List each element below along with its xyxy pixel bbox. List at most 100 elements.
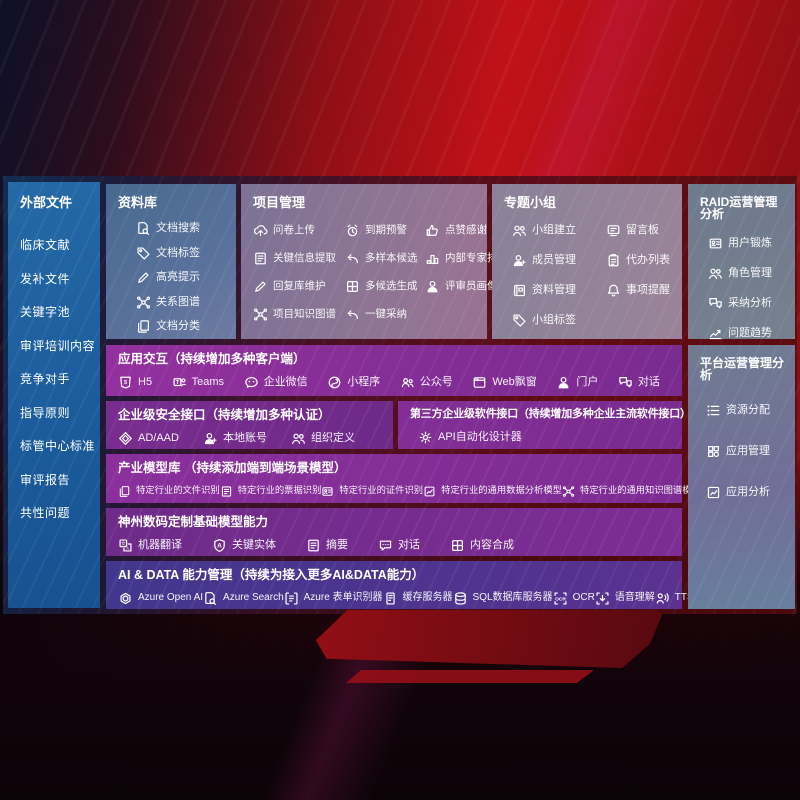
feature-item[interactable]: 角色管理 xyxy=(708,266,785,281)
sidebar-item[interactable]: 审评培训内容 xyxy=(20,338,96,353)
sidebar-item[interactable]: 审评报告 xyxy=(20,472,71,487)
feature-item[interactable]: 小组建立 xyxy=(512,223,604,238)
feature-item[interactable]: 摘要 xyxy=(306,538,348,553)
external-files-list: 临床文献发补文件关键字池审评培训内容 竞争对手指导原则标管中心标准 审评报告共性问题 xyxy=(20,239,100,519)
external-files-panel: 外部文件 临床文献 发补文件 关键字池 审评培训内容 竞争对手 指导原则 标管中心标准 审评报… xyxy=(8,182,100,608)
sidebar-item[interactable]: 标管中心标准 xyxy=(20,439,96,453)
feature-item[interactable]: 对话 xyxy=(618,375,660,390)
feature-item[interactable]: 特定行业的文件识别 xyxy=(118,485,220,498)
feature-item[interactable]: 文档分类 xyxy=(136,319,226,334)
feature-item[interactable]: API自动化设计器 xyxy=(418,430,522,445)
feature-item[interactable]: 企业微信 xyxy=(244,375,308,390)
feature-item[interactable]: Azure Open AI xyxy=(118,591,203,606)
feature-item[interactable]: 缓存服务器 xyxy=(383,591,453,606)
feature-item[interactable]: 对话 xyxy=(378,538,420,553)
feature-item[interactable]: 文档搜索 xyxy=(136,221,226,236)
topic-group-title: 专题小组 xyxy=(504,195,557,210)
feature-item[interactable]: 留言板 xyxy=(606,223,672,238)
speech-icon xyxy=(595,591,610,606)
feature-item[interactable]: OCR OCR xyxy=(553,591,595,606)
feature-item[interactable]: Web飘窗 xyxy=(472,375,537,390)
feature-item[interactable]: 一键采纳 xyxy=(345,307,423,322)
feature-item[interactable]: 资源分配 xyxy=(706,403,787,418)
feature-item[interactable]: 问题趋势 xyxy=(708,326,785,341)
reply-icon xyxy=(345,307,360,322)
reply-icon xyxy=(345,251,360,266)
feature-item[interactable]: 特定行业的票据识别 xyxy=(220,485,321,498)
feature-item[interactable]: 特定行业的证件识别 xyxy=(321,485,423,498)
feature-item[interactable]: 代办列表 xyxy=(606,253,672,268)
feature-item[interactable]: 语音理解 xyxy=(595,591,655,606)
sidebar-item[interactable]: 发补文件 xyxy=(20,271,71,286)
feature-item[interactable]: T Teams xyxy=(172,375,224,390)
feature-item[interactable]: 高亮提示 xyxy=(136,270,226,285)
feature-item[interactable]: 门户 xyxy=(556,375,598,390)
sidebar-item[interactable]: 指导原则 xyxy=(20,405,71,420)
feature-item[interactable]: AD/AAD xyxy=(118,431,179,446)
shield-a-icon: A xyxy=(212,538,227,553)
sidebar-item[interactable]: 共性问题 xyxy=(20,506,71,520)
feature-item[interactable]: 小程序 xyxy=(327,375,380,390)
feature-item[interactable]: SQL数据库服务器 xyxy=(453,591,553,606)
feature-item[interactable]: 到期预警 xyxy=(345,223,423,238)
feature-item[interactable]: 采纳分析 xyxy=(708,296,785,311)
feature-item[interactable]: 回复库维护 xyxy=(253,279,343,294)
feature-item[interactable]: 5 H5 xyxy=(118,375,152,390)
feature-item[interactable]: 本地账号 xyxy=(203,431,267,446)
feature-label: Web飘窗 xyxy=(492,375,537,388)
people-icon xyxy=(512,223,527,238)
puzzle-icon xyxy=(345,279,360,294)
feature-item[interactable]: 评审员画像 xyxy=(425,279,508,294)
feature-item[interactable]: 多样本候选 xyxy=(345,251,423,266)
feature-item[interactable]: TTS xyxy=(655,591,694,606)
feature-item[interactable]: 关键信息提取 xyxy=(253,251,343,266)
feature-label: 对话 xyxy=(398,538,420,551)
feature-item[interactable]: 项目知识图谱 xyxy=(253,307,343,322)
feature-item[interactable]: 组织定义 xyxy=(291,431,355,446)
book-icon xyxy=(512,283,527,298)
feature-item[interactable]: 文 A 机器翻译 xyxy=(118,538,182,553)
feature-item[interactable]: 应用分析 xyxy=(706,485,787,500)
list-icon xyxy=(706,403,721,418)
feature-item[interactable]: 多候选生成 xyxy=(345,279,423,294)
feature-label: 高亮提示 xyxy=(156,271,200,283)
tag-icon xyxy=(136,246,151,261)
app-interaction-title: 应用交互（持续增加多种客户端） xyxy=(118,352,306,366)
feature-item[interactable]: 点赞感谢 xyxy=(425,223,508,238)
people-icon xyxy=(291,431,306,446)
decor-wedge-strip xyxy=(346,670,594,683)
feature-item[interactable]: 小组标签 xyxy=(512,313,604,328)
feature-item[interactable]: 用户锻炼 xyxy=(708,236,785,251)
sidebar-item[interactable]: 竞争对手 xyxy=(20,372,71,386)
alarm-icon xyxy=(345,223,360,238)
library-items: 文档搜索文档标签高亮提示关系图谱文档分类 xyxy=(136,221,226,334)
person-plus-icon xyxy=(512,253,527,268)
feature-item[interactable]: A 关键实体 xyxy=(212,538,276,553)
feature-label: 特定行业的文件识别 xyxy=(136,485,220,496)
feature-item[interactable]: 关系图谱 xyxy=(136,295,226,310)
person-icon xyxy=(556,375,571,390)
feature-item[interactable]: 事项提醒 xyxy=(606,283,672,298)
feature-item[interactable]: 特定行业的通用知识图谱模型 xyxy=(562,485,701,498)
feature-item[interactable]: 公众号 xyxy=(400,375,453,390)
sidebar-item[interactable]: 临床文献 xyxy=(20,238,71,252)
feature-item[interactable]: 文档标签 xyxy=(136,246,226,261)
feature-label: 内容合成 xyxy=(470,538,514,551)
platform-analysis-title: 平台运营管理分析 xyxy=(700,356,785,382)
feature-item[interactable]: 特定行业的通用数据分析模型 xyxy=(423,485,562,498)
feature-item[interactable]: Azure 表单识别器 xyxy=(284,591,383,606)
feature-item[interactable]: 应用管理 xyxy=(706,444,787,459)
feature-label: 门户 xyxy=(576,375,599,388)
feature-item[interactable]: 成员管理 xyxy=(512,253,604,268)
feature-label: 特定行业的通用数据分析模型 xyxy=(441,485,562,496)
feature-label: 问卷上传 xyxy=(273,224,315,237)
feature-item[interactable]: 问卷上传 xyxy=(253,223,343,238)
feature-item[interactable]: 内容合成 xyxy=(450,538,514,553)
feature-item[interactable]: 内部专家排名 xyxy=(425,251,508,266)
industry-model-items: 特定行业的文件识别 特定行业的票据识别 特定行业的证件识别 特定行业的通用数据分析模型… xyxy=(118,485,701,498)
sidebar-item[interactable]: 关键字池 xyxy=(20,305,71,319)
feature-label: 应用管理 xyxy=(726,445,770,457)
feature-item[interactable]: 资料管理 xyxy=(512,283,604,298)
feature-item[interactable]: Azure Search xyxy=(203,591,284,606)
